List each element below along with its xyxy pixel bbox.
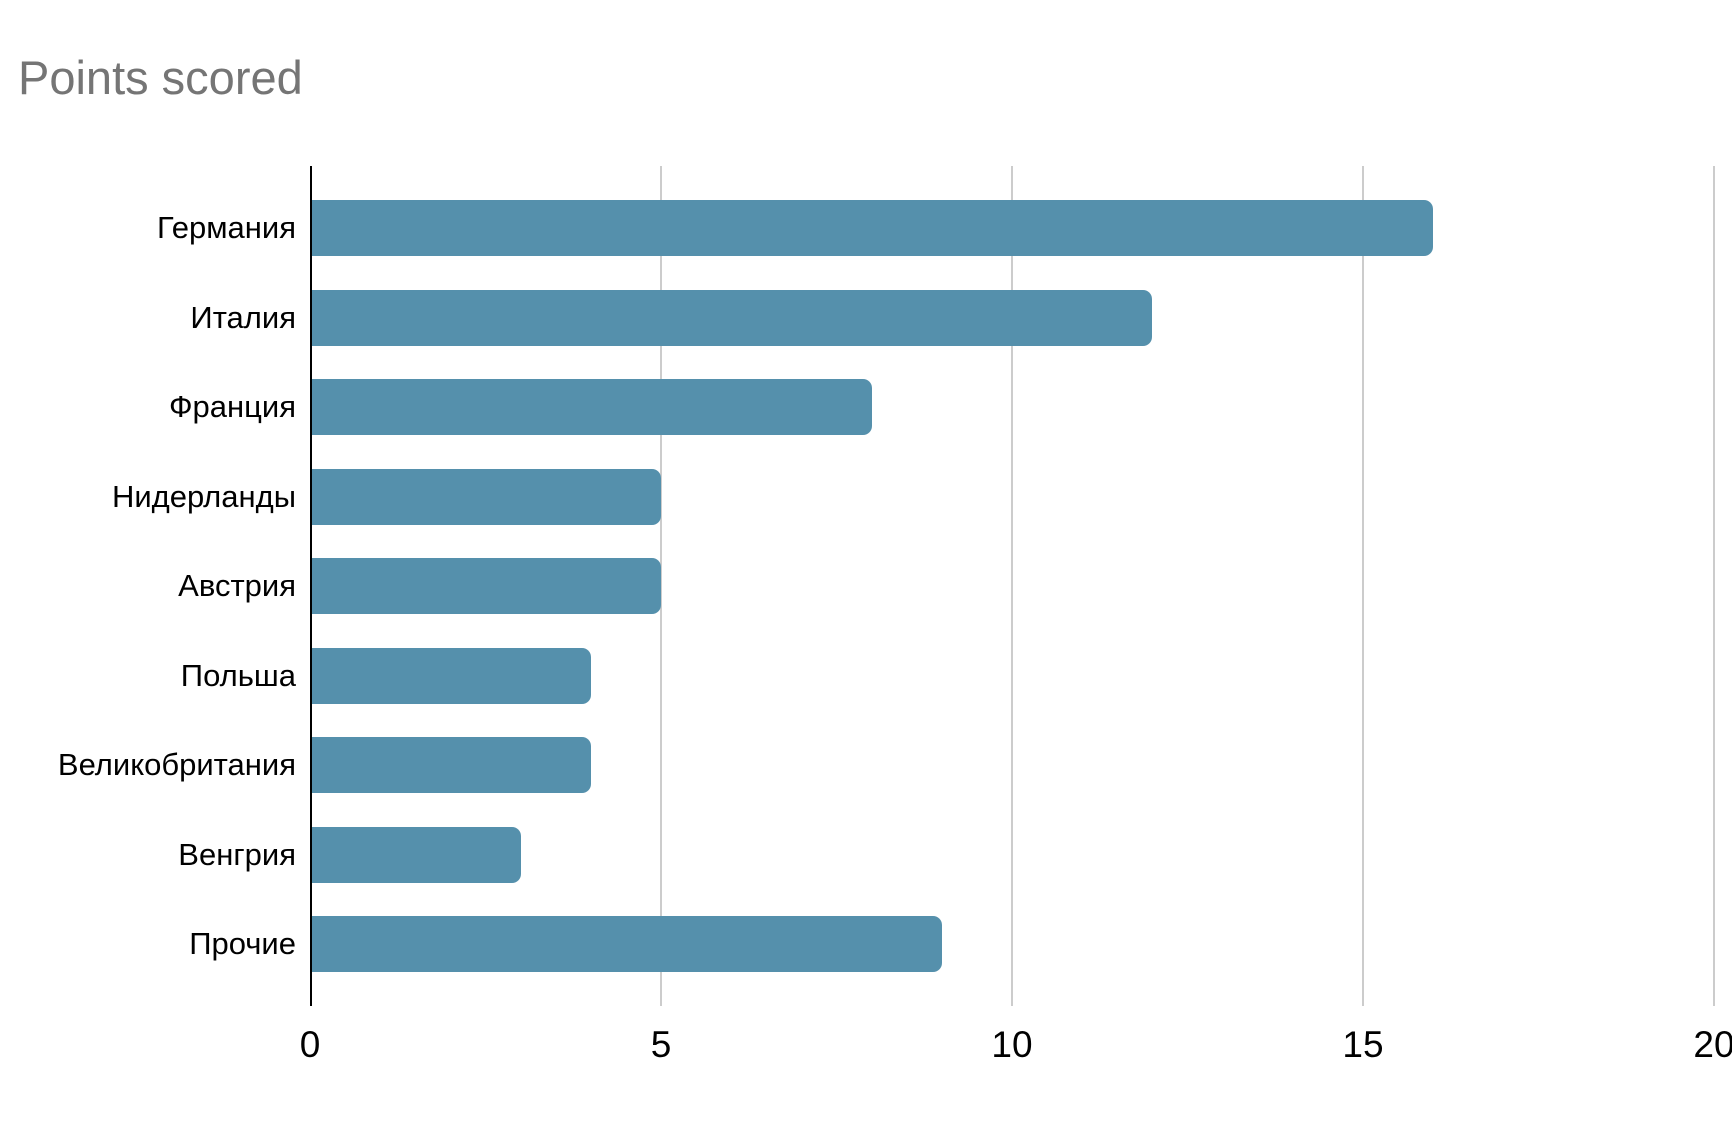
category-label: Великобритания (57, 747, 296, 782)
category-label: Австрия (178, 568, 296, 603)
x-tick-label: 10 (991, 1024, 1033, 1065)
y-axis-line (310, 166, 312, 1006)
category-label: Италия (190, 299, 296, 335)
category-label: Нидерланды (111, 478, 296, 514)
gridline (1713, 166, 1715, 1006)
chart-bar (312, 379, 872, 435)
gridline (1362, 166, 1364, 1006)
category-label: Франция (168, 389, 296, 424)
gridline (1011, 166, 1013, 1006)
x-tick-label: 15 (1342, 1024, 1384, 1065)
x-tick-label: 20 (1693, 1024, 1732, 1065)
chart-bar (312, 826, 521, 883)
x-tick-label: 5 (650, 1024, 672, 1065)
chart-bar (312, 468, 661, 525)
category-label: Германия (157, 210, 296, 245)
category-label: Прочие (189, 926, 296, 961)
chart-bar (312, 200, 1434, 256)
category-label: Венгрия (178, 836, 296, 872)
chart-title: Points scored (18, 51, 303, 104)
chart-bar (312, 289, 1153, 346)
chart-bar (312, 647, 591, 704)
chart-bar (312, 916, 942, 972)
category-label: Польша (180, 657, 296, 693)
gridline (660, 166, 662, 1006)
chart-bar (312, 558, 661, 614)
x-tick-label: 0 (299, 1024, 321, 1065)
chart-bar (312, 737, 591, 793)
